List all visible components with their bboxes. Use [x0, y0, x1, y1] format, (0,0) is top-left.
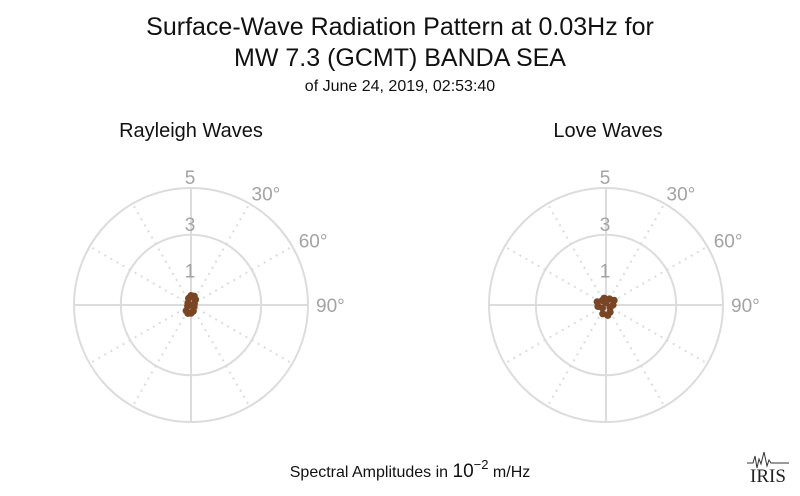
love-polar-axes: 1 3 5 30° 60° 90°	[488, 168, 760, 423]
rayleigh-data-point-11	[184, 294, 193, 303]
caption-prefix: Spectral Amplitudes in	[289, 464, 453, 481]
rayleigh-angle-tick-90: 90°	[316, 296, 345, 317]
chart-subtitle: of June 24, 2019, 02:53:40	[304, 78, 496, 95]
love-panel-title: Love Waves	[553, 120, 663, 142]
love-angle-tick-60: 60°	[714, 232, 743, 253]
iris-logo-text: IRIS	[750, 466, 786, 487]
iris-logo: IRIS	[747, 451, 789, 487]
rayleigh-angle-tick-60: 60°	[299, 232, 328, 253]
caption-suffix: m/Hz	[488, 464, 531, 481]
rayleigh-radial-tick-3: 3	[185, 215, 196, 236]
chart-title-line-2: MW 7.3 (GCMT) BANDA SEA	[234, 44, 566, 72]
love-data-point-7	[599, 310, 607, 318]
love-angle-tick-90: 90°	[731, 296, 760, 317]
love-radial-tick-3: 3	[600, 215, 611, 236]
love-angle-tick-30: 30°	[667, 184, 696, 205]
caption-exponent: −2	[473, 457, 489, 472]
rayleigh-radial-tick-5: 5	[185, 168, 196, 189]
amplitude-caption: Spectral Amplitudes in 10−2 m/Hz	[0, 454, 800, 484]
rayleigh-panel-title: Rayleigh Waves	[119, 120, 263, 142]
rayleigh-angle-tick-30: 30°	[252, 184, 281, 205]
love-radial-tick-1: 1	[600, 262, 611, 283]
caption-base: 10	[452, 461, 474, 482]
chart-title-line-1: Surface-Wave Radiation Pattern at 0.03Hz…	[146, 13, 654, 41]
love-radial-tick-5: 5	[600, 168, 611, 189]
rayleigh-polar-axes: 1 3 5 30° 60° 90°	[73, 168, 345, 423]
love-data-point-12	[600, 294, 608, 302]
rayleigh-radial-tick-1: 1	[185, 262, 196, 283]
